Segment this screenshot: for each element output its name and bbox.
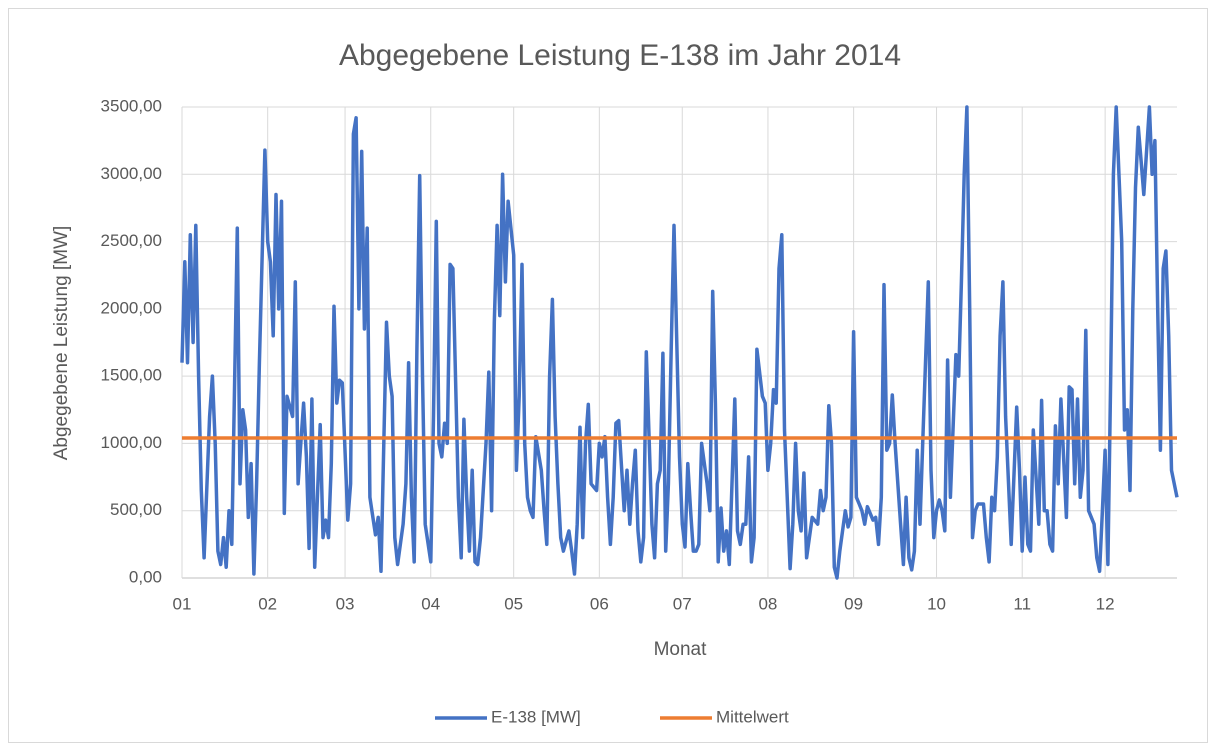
x-tick-label: 10: [927, 594, 946, 613]
x-tick-label: 11: [1013, 594, 1031, 613]
x-tick-label: 06: [590, 594, 609, 613]
x-tick-label: 05: [504, 594, 523, 613]
y-tick-label: 3000,00: [101, 164, 162, 183]
data-line: [180, 105, 1179, 580]
x-axis-label: Monat: [654, 639, 708, 660]
chart-frame: [8, 8, 1208, 743]
x-tick-label: 03: [336, 594, 355, 613]
y-tick-label: 1500,00: [101, 366, 162, 385]
legend-label: Mittelwert: [716, 707, 789, 726]
y-axis-label: Abgegebene Leistung [MW]: [51, 226, 72, 461]
x-tick-label: 08: [758, 594, 777, 613]
x-tick-label: 02: [258, 594, 277, 613]
chart-title: Abgegebene Leistung E-138 im Jahr 2014: [339, 39, 901, 72]
x-tick-label: 09: [844, 594, 863, 613]
y-tick-label: 0,00: [129, 567, 162, 586]
legend-label: E-138 [MW]: [491, 707, 581, 726]
y-tick-label: 2000,00: [101, 298, 162, 317]
x-tick-label: 12: [1096, 594, 1115, 613]
y-tick-label: 3500,00: [101, 96, 162, 115]
x-tick-label: 07: [673, 594, 692, 613]
x-tick-label: 01: [173, 594, 192, 613]
x-tick-label: 04: [421, 594, 440, 613]
y-tick-label: 1000,00: [101, 433, 162, 452]
y-tick-label: 500,00: [110, 500, 162, 519]
y-tick-label: 2500,00: [101, 231, 162, 250]
